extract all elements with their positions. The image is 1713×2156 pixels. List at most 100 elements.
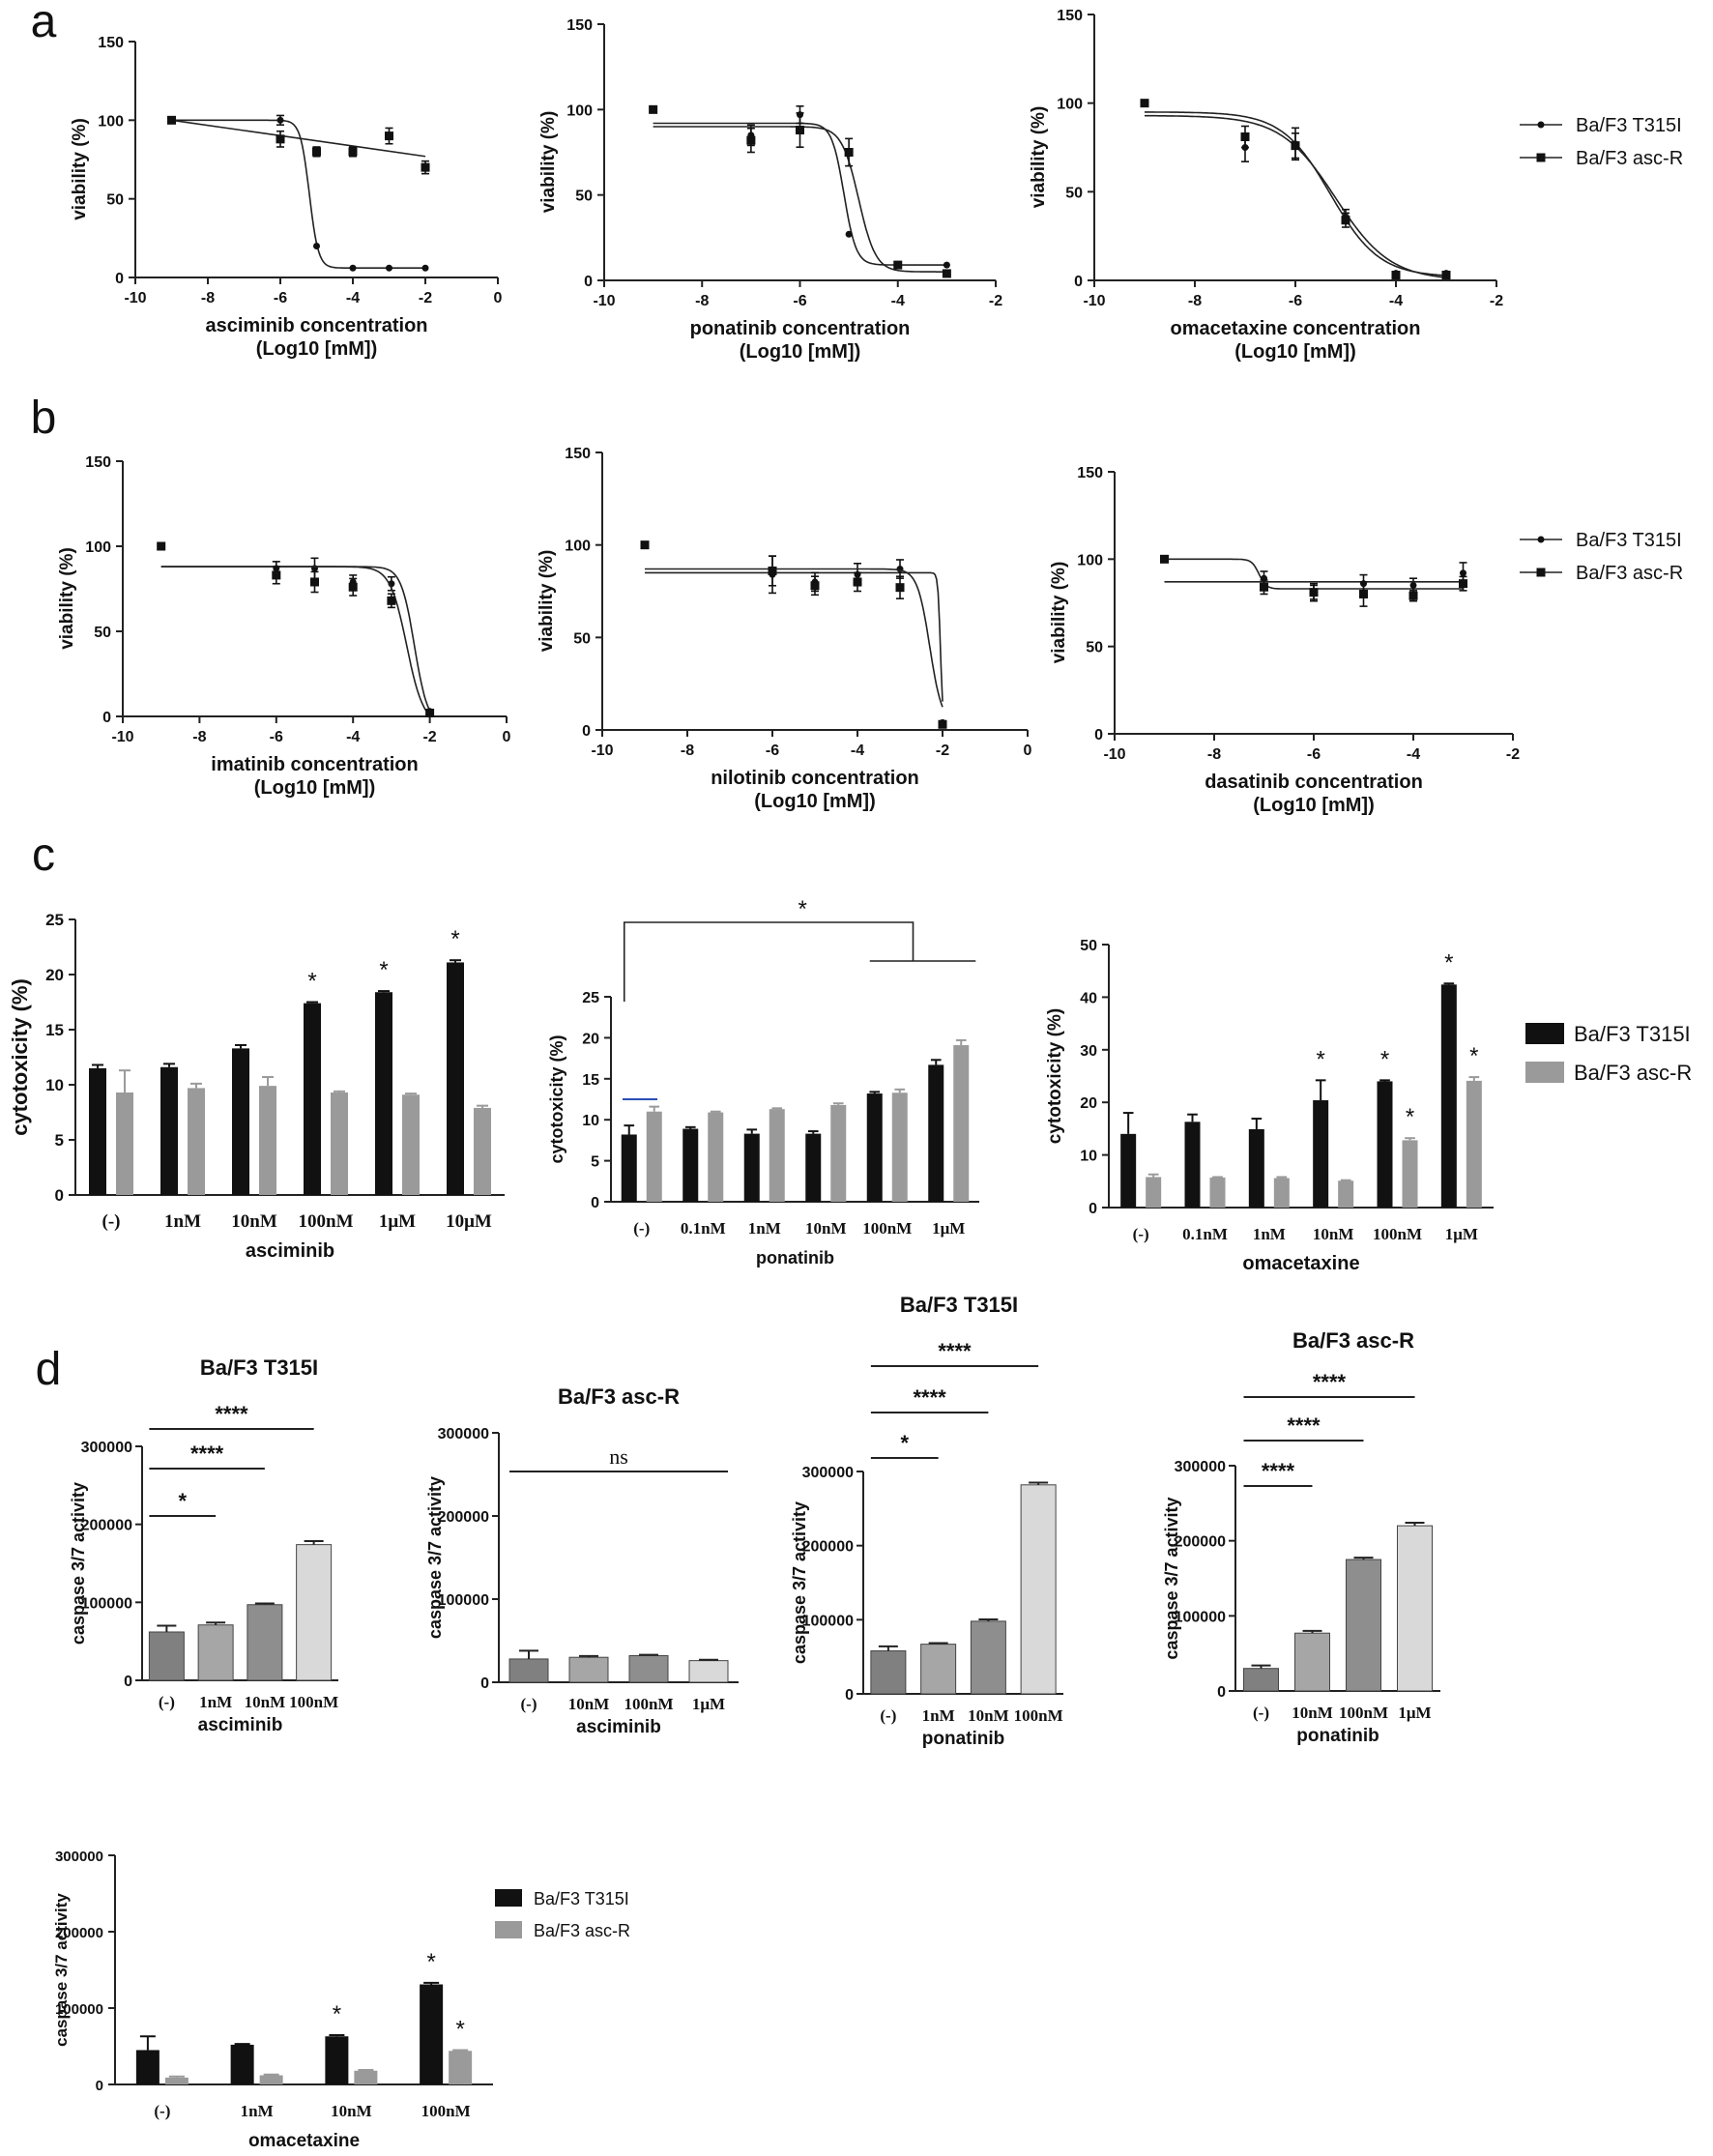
fit-curve xyxy=(171,119,426,158)
x-tick-label: (-) xyxy=(102,1211,121,1232)
bar xyxy=(568,1656,609,1683)
x-tick-label: 1μM xyxy=(379,1211,416,1232)
bar xyxy=(953,1045,970,1202)
bar xyxy=(1294,1632,1330,1692)
bar xyxy=(259,2075,283,2084)
y-tick-label: 300000 xyxy=(438,1426,489,1442)
x-tick-label: -8 xyxy=(695,293,709,309)
bar xyxy=(197,1624,234,1681)
significance-label: * xyxy=(900,1431,909,1455)
x-tick-label: 1nM xyxy=(199,1693,232,1711)
bar xyxy=(1313,1100,1329,1208)
y-tick-label: 100000 xyxy=(438,1592,489,1609)
data-point xyxy=(853,577,862,587)
x-tick-label: 1nM xyxy=(1253,1225,1286,1243)
x-tick-label: -10 xyxy=(1083,293,1105,309)
x-tick-label: -6 xyxy=(1289,293,1302,309)
x-axis-label: asciminib xyxy=(576,1717,661,1737)
x-tick-label: -2 xyxy=(989,293,1002,309)
y-axis-label: viability (%) xyxy=(537,550,557,653)
significance-star: * xyxy=(798,896,806,922)
legend-marker-square xyxy=(1536,153,1546,162)
y-tick-label: 50 xyxy=(573,630,591,647)
bar xyxy=(628,1654,669,1683)
legend-marker-circle xyxy=(1537,536,1545,543)
bar xyxy=(1346,1559,1381,1692)
x-tick-label: -8 xyxy=(192,729,206,745)
y-tick-label: 50 xyxy=(1080,938,1097,954)
x-tick-label: 0.1nM xyxy=(1182,1225,1228,1243)
bar xyxy=(296,1544,333,1681)
bar xyxy=(232,1048,249,1195)
series-t315i xyxy=(89,959,464,1195)
bar xyxy=(769,1109,785,1202)
legend-swatch xyxy=(1525,1023,1564,1044)
data-point xyxy=(276,134,285,144)
legend-d: Ba/F3 T315I Ba/F3 asc-R xyxy=(495,1889,630,1940)
data-point xyxy=(1260,582,1268,592)
significance-label: **** xyxy=(938,1339,972,1363)
significance-label: **** xyxy=(914,1385,947,1410)
data-point xyxy=(845,230,853,238)
data-point xyxy=(167,115,176,125)
x-tick-label: (-) xyxy=(521,1695,537,1713)
chart-c2: 0 5 10 15 20 25 (-) 0.1nM 1nM 10nM 100nM 1μM cytotox… xyxy=(547,896,979,1267)
x-axis-label: nilotinib concentration xyxy=(711,768,919,789)
y-tick-label: 0 xyxy=(115,271,124,287)
data-point xyxy=(313,242,320,249)
significance-label: **** xyxy=(1262,1459,1295,1483)
x-axis-label: omacetaxine xyxy=(248,2131,360,2151)
chart-d2: 0 100000 200000 300000 (-) 10nM 100nM 1μM ns Ba/F… xyxy=(425,1384,739,1737)
x-axis-label: ponatinib xyxy=(1296,1726,1379,1746)
x-tick-label: -10 xyxy=(124,290,146,306)
bar xyxy=(1209,1177,1226,1208)
significance-label: **** xyxy=(190,1442,224,1466)
y-tick-label: 0 xyxy=(584,274,593,290)
data-point xyxy=(1441,271,1451,279)
bar xyxy=(331,1092,348,1195)
bar xyxy=(325,2036,349,2084)
x-tick-label: (-) xyxy=(1253,1704,1269,1722)
y-tick-label: 300000 xyxy=(55,1849,103,1865)
x-tick-label: 1nM xyxy=(164,1211,201,1232)
y-tick-label: 150 xyxy=(98,35,124,51)
x-axis-label: asciminib xyxy=(198,1715,283,1735)
data-point xyxy=(385,131,393,141)
x-tick-label: -2 xyxy=(422,729,436,745)
y-tick-label: 0 xyxy=(1094,727,1103,743)
y-tick-label: 10 xyxy=(45,1076,64,1094)
y-tick-label: 0 xyxy=(102,710,111,726)
bar xyxy=(116,1092,133,1195)
y-tick-label: 150 xyxy=(1077,465,1103,481)
x-tick-label: 100nM xyxy=(862,1219,912,1238)
bracket-line xyxy=(623,921,915,1002)
x-tick-label: -8 xyxy=(1188,293,1202,309)
significance-star: * xyxy=(426,1949,435,1975)
x-tick-label: 0 xyxy=(1024,743,1032,759)
x-tick-label: 100nM xyxy=(421,2102,471,2120)
y-tick-label: 20 xyxy=(582,1031,599,1047)
y-axis-label: viability (%) xyxy=(1029,106,1049,209)
fit-curve xyxy=(171,119,425,269)
bar xyxy=(354,2070,378,2084)
series-t315i xyxy=(158,542,434,715)
x-axis-unit: (Log10 [mM]) xyxy=(754,791,876,812)
y-tick-label: 150 xyxy=(565,446,591,462)
bar xyxy=(259,1086,276,1195)
significance-star: * xyxy=(455,2016,464,2042)
x-axis-unit: (Log10 [mM]) xyxy=(1253,795,1375,816)
bar xyxy=(304,1003,321,1195)
y-tick-label: 50 xyxy=(106,192,124,209)
data-point xyxy=(421,162,430,172)
y-tick-label: 15 xyxy=(45,1021,64,1039)
y-axis-label: viability (%) xyxy=(70,118,90,220)
x-tick-label: -6 xyxy=(793,293,806,309)
data-point xyxy=(1160,554,1169,564)
x-tick-label: 100nM xyxy=(1339,1704,1388,1722)
chart-title: Ba/F3 T315I xyxy=(200,1355,318,1380)
chart-a2: 0 50 100 150 -10 -8 -6 -4 -2 viability (%) ponatin… xyxy=(538,17,1002,363)
x-tick-label: -4 xyxy=(1407,746,1420,763)
data-point xyxy=(276,116,284,124)
bar xyxy=(1466,1080,1482,1208)
y-tick-label: 5 xyxy=(55,1131,64,1150)
